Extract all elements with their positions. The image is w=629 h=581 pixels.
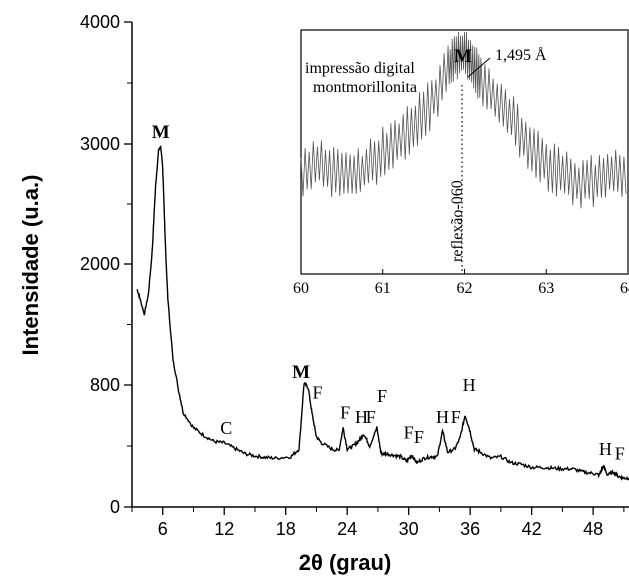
inset-peak-label: M <box>454 46 472 67</box>
peak-label: H <box>355 407 368 427</box>
x-tick-label: 18 <box>276 519 296 539</box>
peak-label: H <box>436 407 449 427</box>
x-tick-label: 24 <box>337 519 357 539</box>
peak-label: H <box>599 439 612 459</box>
main-series-line <box>136 145 629 481</box>
peak-label: M <box>292 362 310 383</box>
inset-series-line <box>300 31 627 209</box>
inset-title-line2: montmorillonita <box>313 79 417 96</box>
x-tick-label: 48 <box>583 519 603 539</box>
y-tick-label: 0 <box>110 497 120 517</box>
x-tick-label: 12 <box>214 519 234 539</box>
x-tick-label: 6 <box>158 519 168 539</box>
peak-label: F <box>451 407 461 427</box>
peak-label: F <box>340 403 350 423</box>
inset-x-tick-label: 64 <box>620 280 629 297</box>
inset-x-tick-label: 63 <box>538 280 554 297</box>
peak-label: C <box>220 418 232 438</box>
d-value-label: 1,495 Å <box>495 46 547 64</box>
inset-x-tick-label: 61 <box>375 280 391 297</box>
inset-x-tick-label: 60 <box>293 280 309 297</box>
x-tick-label: 36 <box>460 519 480 539</box>
x-tick-label: 42 <box>522 519 542 539</box>
d-value-pointer <box>467 57 491 78</box>
peak-label: F <box>404 422 414 442</box>
peak-label: F <box>312 383 322 403</box>
peak-label: F <box>615 444 625 464</box>
y-tick-label: 4000 <box>80 12 120 32</box>
y-tick-label: 800 <box>90 375 120 395</box>
peak-label: F <box>377 386 387 406</box>
y-tick-label: 2000 <box>80 254 120 274</box>
inset-frame <box>300 29 629 275</box>
reflection-label: reflexão-060 <box>449 180 466 262</box>
x-axis-title: 2θ (grau) <box>299 550 392 575</box>
y-tick-label: 3000 <box>80 134 120 154</box>
peak-label: H <box>463 375 476 395</box>
inset-x-tick-label: 62 <box>457 280 473 297</box>
peak-label: M <box>152 122 170 143</box>
x-tick-label: 30 <box>399 519 419 539</box>
peak-label: F <box>366 407 376 427</box>
y-axis-title: Intensidade (u.a.) <box>18 175 43 356</box>
inset-title-line1: impressão digital <box>305 60 415 77</box>
peak-label: F <box>414 427 424 447</box>
inset-plot: 60 61 62 63 64 impressão digital montmorillo… <box>293 29 629 297</box>
